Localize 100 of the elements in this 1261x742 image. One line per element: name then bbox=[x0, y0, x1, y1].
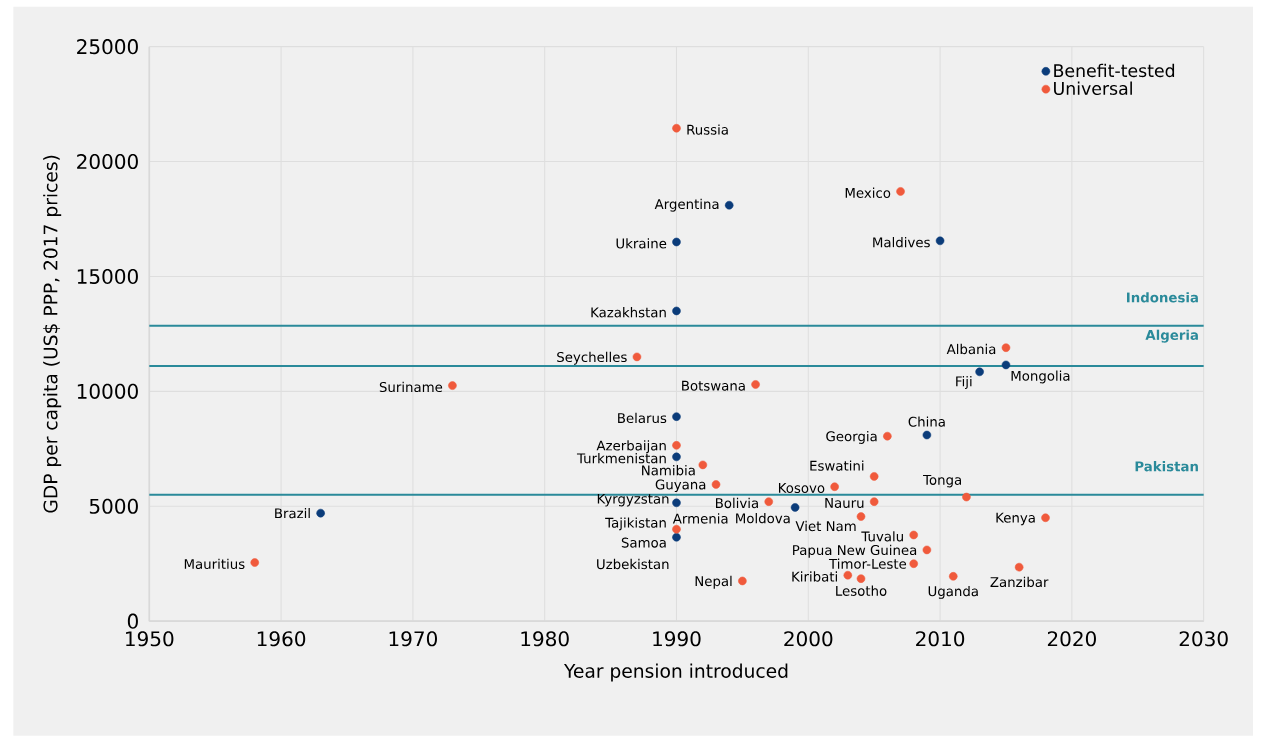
point bbox=[672, 440, 681, 450]
point bbox=[711, 479, 721, 489]
annotation: Moldova bbox=[736, 512, 790, 524]
point bbox=[1014, 562, 1024, 572]
annotation: Lesotho bbox=[836, 585, 887, 596]
annotation: Botswana bbox=[682, 380, 745, 391]
point bbox=[672, 123, 681, 133]
annotation: Mexico bbox=[845, 187, 891, 198]
point bbox=[751, 379, 760, 389]
annotation: Bolivia bbox=[716, 497, 758, 508]
annotation: Ukraine bbox=[616, 237, 667, 249]
annotation: Kenya bbox=[996, 512, 1035, 526]
annotation: Zanzibar bbox=[990, 576, 1049, 587]
y-tick-label: 25000 bbox=[77, 38, 138, 54]
ref-line-label: Indonesia bbox=[1127, 291, 1198, 303]
point bbox=[672, 412, 681, 421]
annotation: Georgia bbox=[826, 430, 877, 444]
annotation: Papua New Guinea bbox=[793, 544, 917, 558]
point bbox=[935, 236, 945, 245]
annotation: Mongolia bbox=[1011, 370, 1070, 384]
legend-label: Universal bbox=[1054, 81, 1132, 95]
annotation: Namibia bbox=[642, 464, 695, 476]
annotation: Tuvalu bbox=[861, 530, 903, 542]
point bbox=[948, 571, 958, 581]
point bbox=[672, 306, 681, 315]
annotation: Fiji bbox=[956, 375, 972, 389]
point bbox=[869, 497, 879, 506]
point bbox=[738, 576, 747, 585]
point bbox=[909, 559, 918, 568]
point bbox=[316, 508, 325, 518]
point bbox=[843, 570, 853, 580]
x-tick-label: 1950 bbox=[126, 630, 174, 647]
annotation: Suriname bbox=[379, 381, 443, 392]
point bbox=[883, 431, 892, 441]
point bbox=[830, 482, 839, 491]
annotation: Russia bbox=[687, 124, 728, 135]
annotation: Nepal bbox=[695, 575, 732, 589]
y-tick-label: 0 bbox=[127, 613, 138, 629]
point bbox=[1001, 343, 1011, 352]
point bbox=[922, 545, 932, 554]
annotation: Maldives bbox=[873, 236, 930, 248]
x-axis-title: Year pension introduced bbox=[563, 663, 788, 682]
point bbox=[922, 430, 932, 440]
point bbox=[1001, 360, 1011, 369]
annotation: China bbox=[908, 416, 945, 427]
annotation: Mauritius bbox=[184, 558, 245, 569]
annotation: Albania bbox=[946, 343, 996, 354]
annotation: Seychelles bbox=[557, 351, 627, 365]
point bbox=[896, 186, 905, 196]
annotation: Azerbaijan bbox=[596, 440, 666, 453]
x-tick-label: 1990 bbox=[653, 630, 701, 647]
annotation: Turkmenistan bbox=[576, 452, 666, 464]
annotation: Guyana bbox=[655, 479, 706, 492]
legend-label: Benefit-tested bbox=[1054, 63, 1175, 77]
annotation: Uganda bbox=[928, 585, 978, 599]
annotation: Eswatini bbox=[810, 460, 864, 471]
annotation: Viet Nam bbox=[795, 520, 856, 531]
point bbox=[672, 524, 681, 534]
annotation: Nauru bbox=[825, 497, 864, 508]
point bbox=[672, 452, 681, 461]
y-tick-label: 15000 bbox=[77, 268, 138, 284]
ref-line-label: Algeria bbox=[1145, 329, 1198, 343]
annotation: Timor-Leste bbox=[828, 558, 907, 569]
point bbox=[632, 352, 642, 361]
x-tick-label: 1980 bbox=[521, 630, 569, 647]
y-tick-label: 5000 bbox=[89, 498, 138, 514]
point bbox=[698, 460, 708, 469]
point bbox=[672, 498, 681, 507]
annotation: Brazil bbox=[275, 507, 310, 519]
point bbox=[250, 558, 260, 567]
point bbox=[672, 532, 681, 542]
point bbox=[790, 502, 800, 512]
annotation: Uzbekistan bbox=[597, 558, 669, 569]
point bbox=[856, 574, 866, 583]
annotation: Kazakhstan bbox=[591, 306, 666, 318]
annotation: Tonga bbox=[923, 474, 961, 488]
point bbox=[448, 381, 457, 390]
point bbox=[975, 367, 984, 376]
point bbox=[909, 530, 918, 540]
x-tick-label: 1970 bbox=[389, 630, 437, 647]
annotation: Kosovo bbox=[778, 482, 825, 493]
point bbox=[962, 492, 971, 502]
x-tick-label: 2030 bbox=[1179, 630, 1228, 647]
ref-line-label: Pakistan bbox=[1135, 460, 1198, 472]
x-tick-label: 2010 bbox=[916, 630, 965, 647]
point bbox=[764, 497, 774, 506]
point bbox=[856, 512, 866, 521]
annotation: Kyrgyzstan bbox=[597, 493, 669, 507]
x-tick-label: 1960 bbox=[257, 630, 306, 647]
annotation: Tajikistan bbox=[605, 517, 666, 531]
y-tick-label: 10000 bbox=[77, 383, 138, 399]
annotation: Kiribati bbox=[792, 571, 837, 582]
x-tick-label: 2020 bbox=[1047, 630, 1096, 647]
y-axis-title: GDP per capita (US$ PPP, 2017 prices) bbox=[43, 155, 62, 513]
y-tick-label: 20000 bbox=[77, 153, 138, 169]
point bbox=[869, 471, 879, 481]
annotation: Belarus bbox=[618, 412, 667, 423]
point bbox=[724, 200, 734, 210]
point bbox=[1041, 513, 1050, 522]
annotation: Armenia bbox=[672, 513, 728, 524]
